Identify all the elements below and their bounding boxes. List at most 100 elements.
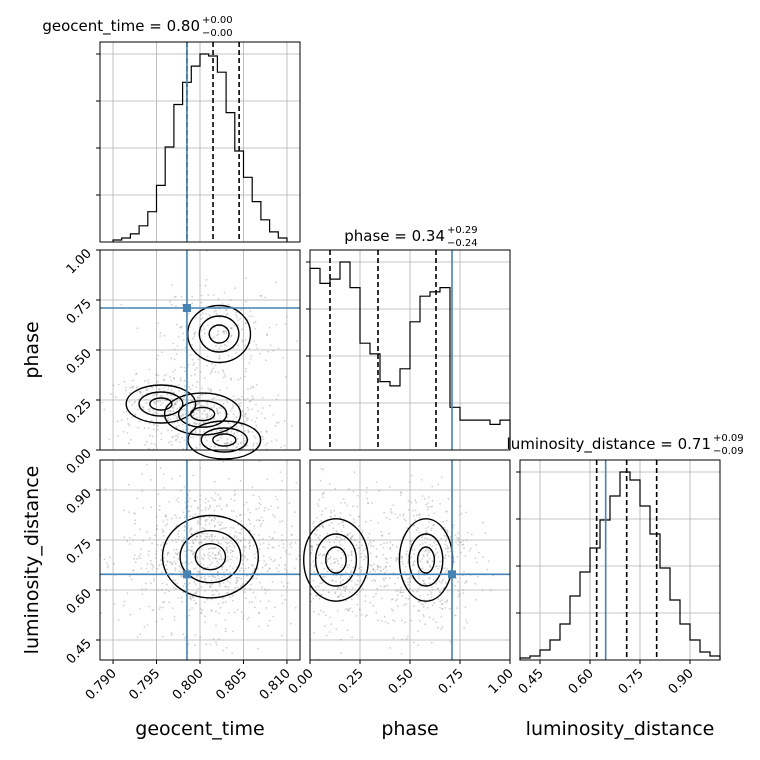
- sample-point: [183, 385, 186, 387]
- sample-point: [342, 524, 345, 527]
- sample-point: [244, 339, 247, 341]
- sample-point: [406, 561, 409, 564]
- sample-point: [284, 323, 287, 325]
- sample-point: [275, 567, 278, 570]
- sample-point: [196, 535, 199, 538]
- sample-point: [156, 428, 159, 431]
- sample-point: [165, 588, 168, 591]
- sample-point: [159, 467, 162, 469]
- sample-point: [219, 389, 221, 392]
- sample-point: [139, 557, 141, 560]
- sample-point: [350, 580, 353, 582]
- sample-point: [184, 379, 186, 382]
- sample-point: [194, 500, 197, 502]
- sample-point: [161, 618, 164, 620]
- sample-point: [438, 591, 441, 594]
- sample-point: [250, 563, 253, 566]
- sample-point: [125, 386, 128, 389]
- sample-point: [275, 495, 277, 498]
- sample-point: [199, 636, 202, 639]
- sample-point: [423, 555, 425, 558]
- sample-point: [267, 543, 270, 546]
- sample-point: [349, 514, 351, 516]
- sample-point: [221, 434, 224, 437]
- sample-point: [209, 415, 212, 418]
- sample-point: [191, 343, 193, 346]
- sample-point: [189, 549, 191, 552]
- sample-point: [139, 608, 142, 610]
- sample-point: [146, 389, 149, 391]
- sample-point: [157, 354, 160, 357]
- sample-point: [169, 418, 172, 421]
- sample-point: [243, 591, 246, 594]
- sample-point: [422, 583, 425, 585]
- sample-point: [366, 577, 368, 579]
- sample-point: [313, 520, 316, 523]
- sample-point: [229, 533, 231, 536]
- sample-point: [436, 551, 439, 554]
- sample-point: [400, 492, 402, 494]
- sample-point: [226, 580, 229, 583]
- sample-point: [386, 561, 388, 564]
- sample-point: [189, 596, 192, 599]
- sample-point: [255, 442, 258, 445]
- sample-point: [174, 569, 177, 572]
- sample-point: [167, 552, 169, 555]
- sample-point: [227, 354, 230, 357]
- sample-point: [147, 553, 150, 556]
- sample-point: [342, 526, 345, 528]
- sample-point: [178, 565, 181, 567]
- sample-point: [404, 621, 406, 624]
- sample-point: [418, 531, 421, 534]
- sample-point: [377, 566, 380, 569]
- sample-point: [258, 581, 261, 584]
- sample-point: [321, 510, 324, 512]
- sample-point: [213, 516, 216, 519]
- sample-point: [214, 576, 217, 578]
- sample-point: [212, 575, 215, 578]
- sample-point: [167, 410, 170, 413]
- sample-point: [193, 567, 195, 570]
- sample-point: [349, 532, 352, 534]
- sample-point: [201, 412, 204, 415]
- sample-point: [211, 518, 213, 521]
- sample-point: [484, 532, 487, 534]
- sample-point: [132, 569, 135, 572]
- sample-point: [230, 335, 232, 338]
- sample-point: [370, 541, 372, 544]
- y-tick-label-luminosity_distance: 0.75: [64, 536, 95, 567]
- sample-point: [171, 398, 174, 400]
- sample-point: [224, 601, 227, 603]
- sample-point: [139, 390, 141, 393]
- sample-point: [339, 582, 342, 584]
- sample-point: [159, 332, 162, 334]
- sample-point: [361, 531, 364, 534]
- sample-point: [249, 387, 252, 390]
- sample-point: [242, 615, 245, 617]
- sample-point: [217, 551, 220, 554]
- sample-point: [235, 531, 237, 534]
- sample-point: [272, 414, 275, 416]
- sample-point: [233, 324, 236, 327]
- sample-point: [174, 579, 177, 582]
- contour-line: [194, 543, 227, 571]
- sample-point: [234, 534, 236, 537]
- sample-point: [430, 527, 433, 530]
- sample-point: [260, 516, 263, 519]
- sample-point: [208, 388, 211, 391]
- sample-point: [419, 560, 422, 562]
- sample-point: [429, 577, 431, 580]
- sample-point: [367, 502, 370, 505]
- sample-point: [316, 595, 318, 597]
- sample-point: [311, 522, 314, 525]
- sample-point: [160, 549, 163, 552]
- sample-point: [117, 619, 120, 622]
- sample-point: [409, 481, 411, 483]
- sample-point: [310, 544, 313, 547]
- sample-point: [107, 566, 109, 569]
- sample-point: [406, 635, 409, 638]
- sample-point: [273, 531, 276, 534]
- sample-point: [328, 566, 331, 569]
- sample-point: [395, 599, 397, 602]
- sample-point: [173, 296, 176, 298]
